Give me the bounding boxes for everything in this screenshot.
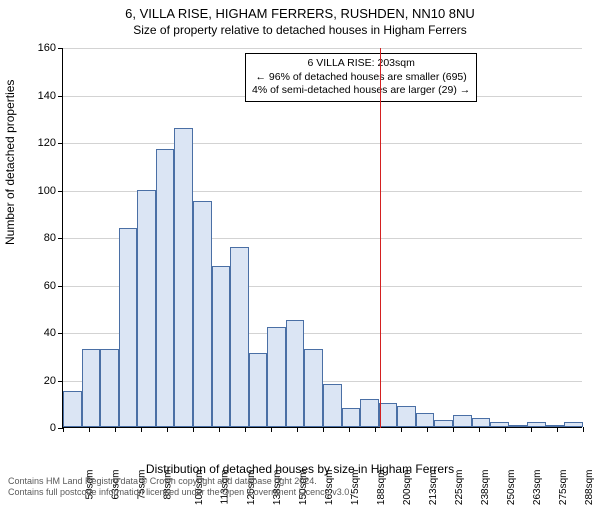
plot-region: 50sqm63sqm75sqm88sqm100sqm113sqm125sqm13… <box>62 48 582 428</box>
y-tick-mark <box>58 48 63 49</box>
chart-title: 6, VILLA RISE, HIGHAM FERRERS, RUSHDEN, … <box>0 0 600 21</box>
histogram-bar <box>379 403 398 427</box>
histogram-bar <box>564 422 583 427</box>
property-annotation: 6 VILLA RISE: 203sqm ← 96% of detached h… <box>245 53 477 102</box>
x-tick-mark <box>141 427 142 432</box>
x-tick-mark <box>63 427 64 432</box>
histogram-bar <box>174 128 193 427</box>
histogram-bar <box>156 149 175 427</box>
y-tick-label: 40 <box>26 327 56 339</box>
x-tick-mark <box>531 427 532 432</box>
chart-subtitle: Size of property relative to detached ho… <box>0 21 600 37</box>
x-tick-mark <box>375 427 376 432</box>
y-tick-label: 80 <box>26 232 56 244</box>
y-axis-label: Number of detached properties <box>3 80 17 245</box>
histogram-bar <box>249 353 268 427</box>
x-tick-mark <box>297 427 298 432</box>
y-tick-mark <box>58 191 63 192</box>
x-tick-mark <box>219 427 220 432</box>
histogram-bar <box>230 247 249 428</box>
footer-line-1: Contains HM Land Registry data © Crown c… <box>8 476 352 487</box>
x-tick-mark <box>167 427 168 432</box>
x-tick-mark <box>557 427 558 432</box>
x-tick-mark <box>401 427 402 432</box>
histogram-bar <box>100 349 119 427</box>
histogram-bar <box>397 406 416 427</box>
histogram-bar <box>304 349 323 427</box>
y-tick-mark <box>58 143 63 144</box>
histogram-bar <box>509 425 528 427</box>
x-tick-mark <box>271 427 272 432</box>
x-tick-mark <box>89 427 90 432</box>
x-tick-mark <box>349 427 350 432</box>
histogram-bar <box>137 190 156 428</box>
histogram-bar <box>546 425 565 427</box>
histogram-bar <box>286 320 305 427</box>
y-tick-label: 0 <box>26 422 56 434</box>
histogram-bar <box>82 349 101 427</box>
y-tick-label: 140 <box>26 90 56 102</box>
histogram-bar <box>453 415 472 427</box>
histogram-bar <box>63 391 82 427</box>
x-tick-mark <box>115 427 116 432</box>
histogram-bar <box>342 408 361 427</box>
y-tick-mark <box>58 286 63 287</box>
gridline <box>63 143 582 144</box>
y-tick-mark <box>58 238 63 239</box>
property-marker-line <box>380 48 381 428</box>
histogram-bar <box>119 228 138 428</box>
y-tick-mark <box>58 333 63 334</box>
x-tick-mark <box>479 427 480 432</box>
copyright-footer: Contains HM Land Registry data © Crown c… <box>8 476 352 498</box>
x-tick-mark <box>583 427 584 432</box>
x-tick-mark <box>323 427 324 432</box>
footer-line-2: Contains full postcode information licen… <box>8 487 352 498</box>
y-tick-mark <box>58 381 63 382</box>
annotation-line-2: ← 96% of detached houses are smaller (69… <box>252 71 470 85</box>
x-tick-mark <box>505 427 506 432</box>
histogram-bar <box>472 418 491 428</box>
histogram-bar <box>416 413 435 427</box>
y-tick-label: 120 <box>26 137 56 149</box>
histogram-bar <box>323 384 342 427</box>
y-tick-label: 160 <box>26 42 56 54</box>
y-tick-mark <box>58 96 63 97</box>
x-tick-mark <box>193 427 194 432</box>
x-tick-mark <box>453 427 454 432</box>
x-tick-mark <box>427 427 428 432</box>
annotation-line-1: 6 VILLA RISE: 203sqm <box>252 57 470 71</box>
histogram-bar <box>360 399 379 428</box>
histogram-bar <box>212 266 231 428</box>
x-tick-mark <box>245 427 246 432</box>
histogram-bar <box>434 420 453 427</box>
annotation-line-3: 4% of semi-detached houses are larger (2… <box>252 84 470 98</box>
histogram-bar <box>193 201 212 427</box>
y-tick-label: 100 <box>26 185 56 197</box>
y-tick-label: 20 <box>26 375 56 387</box>
x-axis-label: Distribution of detached houses by size … <box>0 462 600 476</box>
histogram-bar <box>267 327 286 427</box>
gridline <box>63 48 582 49</box>
chart-container: 6, VILLA RISE, HIGHAM FERRERS, RUSHDEN, … <box>0 0 600 500</box>
y-tick-label: 60 <box>26 280 56 292</box>
